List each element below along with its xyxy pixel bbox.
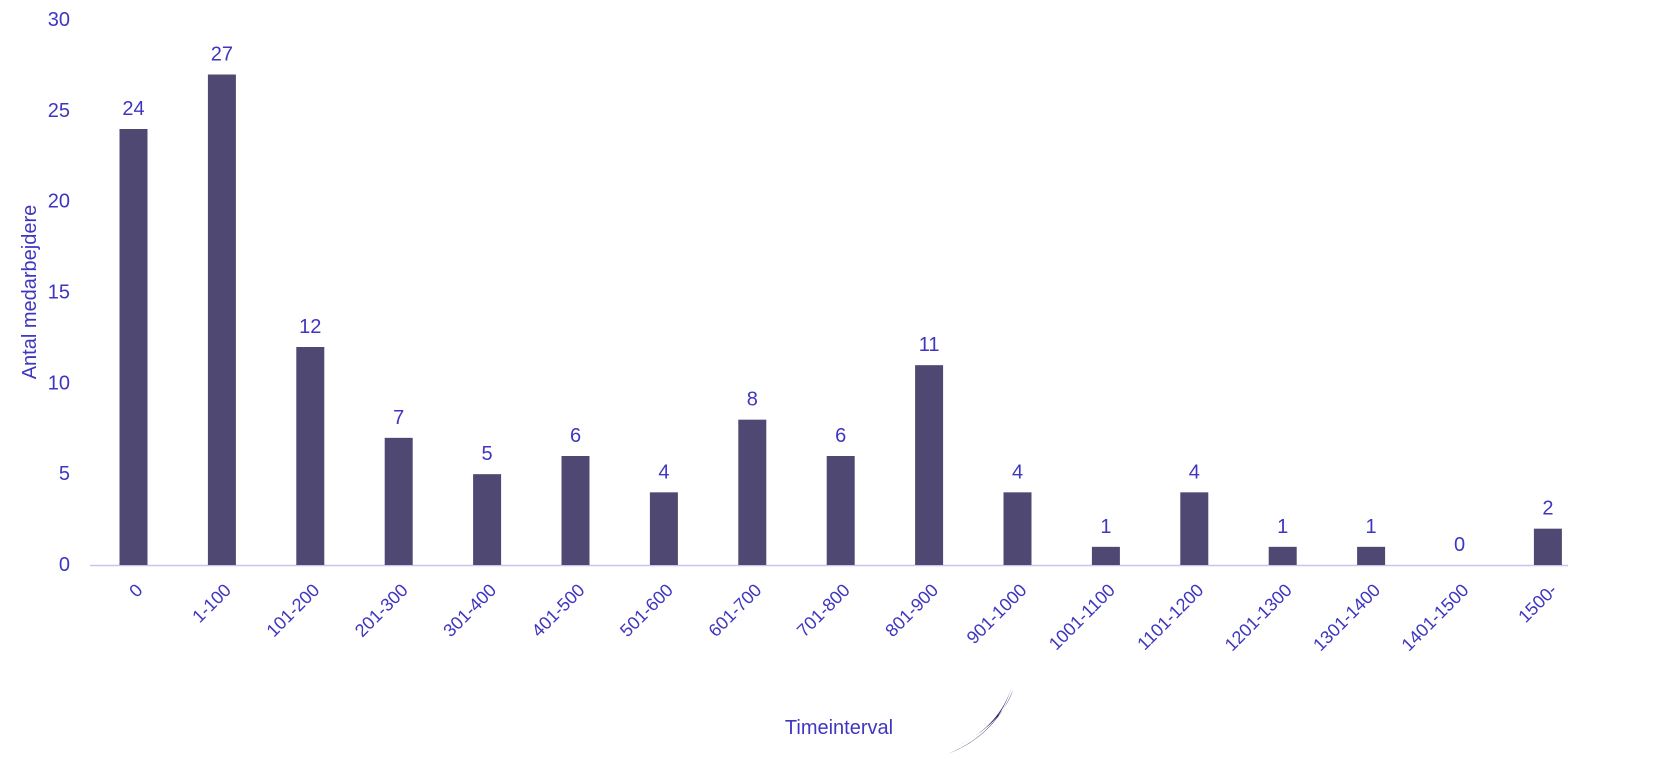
bar bbox=[473, 474, 502, 565]
bar bbox=[1533, 528, 1562, 565]
y-axis-title: Antal medarbejdere bbox=[19, 205, 41, 380]
bar bbox=[1180, 492, 1209, 565]
bar bbox=[1091, 546, 1120, 565]
bar bbox=[915, 365, 944, 565]
x-tick-label: 101-200 bbox=[263, 580, 324, 641]
data-label: 4 bbox=[1189, 461, 1200, 483]
x-tick-label: 1201-1300 bbox=[1221, 580, 1296, 655]
x-axis-title: Timeinterval bbox=[785, 717, 893, 739]
x-tick-label: 0 bbox=[125, 580, 146, 601]
data-label: 12 bbox=[299, 316, 321, 338]
bar bbox=[738, 419, 767, 565]
y-tick-label: 20 bbox=[48, 191, 70, 213]
x-tick-label: 1001-1100 bbox=[1045, 580, 1119, 654]
bar bbox=[296, 347, 325, 565]
data-label: 5 bbox=[482, 443, 493, 465]
y-tick-label: 30 bbox=[48, 9, 70, 31]
x-tick-label: 601-700 bbox=[705, 580, 766, 641]
x-tick-label: 901-1000 bbox=[963, 580, 1031, 648]
x-tick-label: 701-800 bbox=[793, 580, 854, 641]
data-label: 11 bbox=[919, 334, 940, 356]
y-tick-label: 5 bbox=[59, 463, 70, 485]
y-axis-ticks: 0 5 10 15 20 25 30 bbox=[48, 9, 70, 576]
bar bbox=[119, 129, 148, 565]
data-label: 8 bbox=[747, 389, 758, 411]
bars bbox=[119, 74, 1562, 565]
logo-swoosh bbox=[948, 686, 1013, 754]
bar bbox=[1003, 492, 1032, 565]
x-tick-label: 1401-1500 bbox=[1398, 580, 1473, 655]
y-tick-label: 15 bbox=[48, 282, 70, 304]
x-tick-label: 401-500 bbox=[528, 580, 589, 641]
data-label: 4 bbox=[658, 461, 669, 483]
data-label: 27 bbox=[211, 44, 233, 66]
x-tick-label: 1500- bbox=[1514, 580, 1561, 627]
x-tick-label: 1-100 bbox=[188, 580, 235, 627]
data-label: 2 bbox=[1542, 498, 1553, 520]
data-label: 24 bbox=[122, 98, 144, 120]
bar bbox=[1357, 546, 1386, 565]
bar bbox=[207, 74, 236, 565]
bar bbox=[1268, 546, 1297, 565]
x-tick-label: 501-600 bbox=[616, 580, 677, 641]
data-label: 1 bbox=[1366, 516, 1377, 538]
data-label: 6 bbox=[570, 425, 581, 447]
data-label: 0 bbox=[1454, 534, 1465, 556]
data-label: 7 bbox=[393, 407, 404, 429]
bar bbox=[561, 456, 590, 565]
x-tick-label: 1301-1400 bbox=[1309, 580, 1384, 655]
bar bbox=[384, 437, 413, 565]
x-axis-ticks: 0 1-100 101-200 201-300 301-400 401-500 501-60… bbox=[125, 580, 1561, 655]
data-label: 1 bbox=[1100, 516, 1111, 538]
x-tick-label: 1101-1200 bbox=[1133, 580, 1207, 654]
y-tick-label: 10 bbox=[48, 372, 70, 394]
x-tick-label: 301-400 bbox=[439, 580, 500, 641]
logo-mark bbox=[948, 686, 1013, 754]
x-tick-label: 201-300 bbox=[351, 580, 412, 641]
data-label: 6 bbox=[835, 425, 846, 447]
x-tick-label: 801-900 bbox=[881, 580, 942, 641]
y-tick-label: 25 bbox=[48, 100, 70, 122]
bar bbox=[649, 492, 678, 565]
y-tick-label: 0 bbox=[59, 554, 70, 576]
data-label: 1 bbox=[1277, 516, 1288, 538]
bar bbox=[826, 456, 855, 565]
data-label: 4 bbox=[1012, 461, 1023, 483]
